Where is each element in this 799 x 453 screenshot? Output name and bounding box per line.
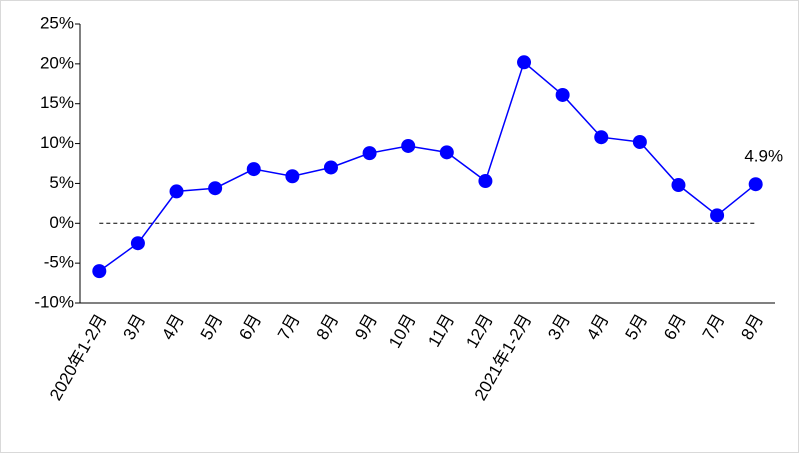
marker xyxy=(632,134,647,149)
marker xyxy=(323,160,338,175)
y-tick-label: 15% xyxy=(40,93,74,112)
marker xyxy=(517,55,532,70)
y-tick-label: 5% xyxy=(49,173,74,192)
y-tick-label: 25% xyxy=(40,13,74,32)
y-tick-label: -5% xyxy=(44,253,74,272)
marker xyxy=(748,177,763,192)
y-tick-label: 10% xyxy=(40,133,74,152)
marker xyxy=(362,146,377,161)
marker xyxy=(439,145,454,160)
marker xyxy=(92,264,107,279)
marker xyxy=(246,162,261,177)
marker xyxy=(169,184,184,199)
marker xyxy=(671,178,686,193)
y-tick-label: 0% xyxy=(49,213,74,232)
marker xyxy=(401,138,416,153)
marker xyxy=(710,208,725,223)
data-label: 4.9% xyxy=(744,147,783,166)
marker xyxy=(285,169,300,184)
marker xyxy=(594,130,609,145)
marker xyxy=(478,174,493,189)
y-tick-label: -10% xyxy=(34,292,74,311)
marker xyxy=(555,87,570,102)
y-tick-label: 20% xyxy=(40,53,74,72)
marker xyxy=(208,181,223,196)
marker xyxy=(130,236,145,251)
